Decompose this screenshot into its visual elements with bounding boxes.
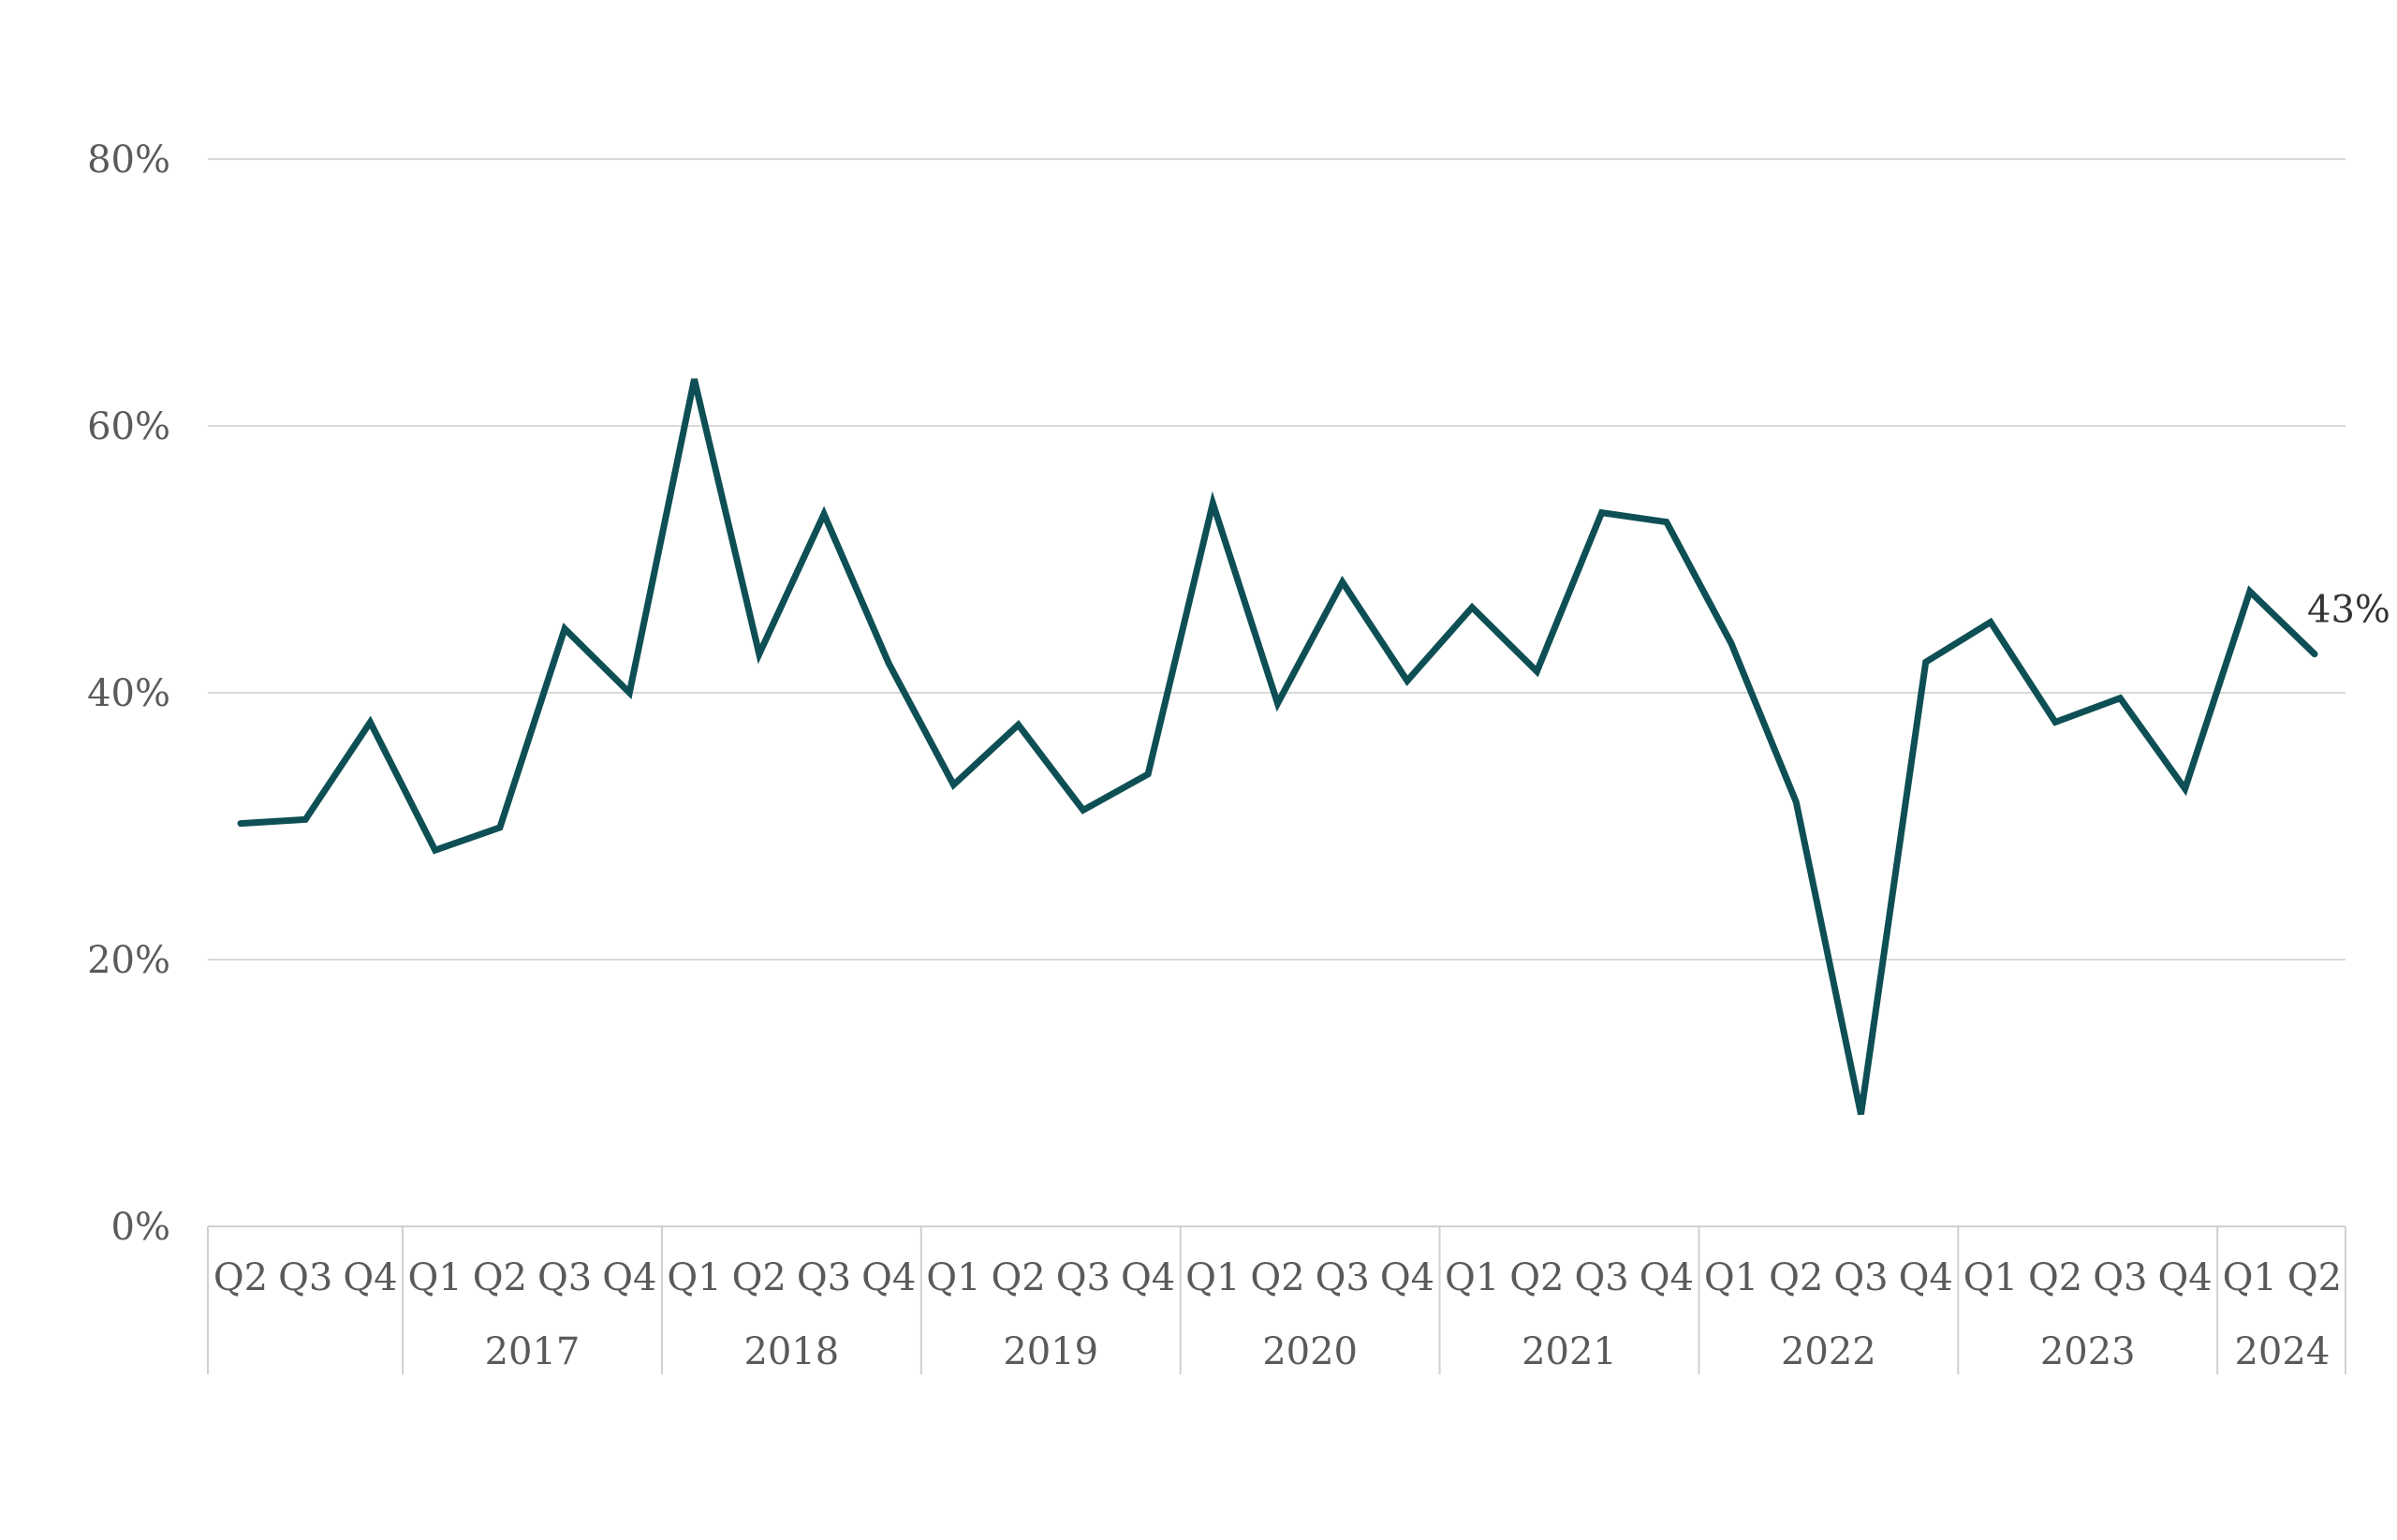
x-tick-label-year: 2022 xyxy=(1781,1330,1876,1373)
y-tick-label: 20% xyxy=(87,939,170,982)
x-tick-label-year: 2021 xyxy=(1522,1330,1617,1373)
x-tick-label-quarter: Q2 xyxy=(1250,1256,1304,1299)
x-tick-label-quarter: Q4 xyxy=(1121,1256,1175,1299)
x-tick-label-year: 2017 xyxy=(485,1330,581,1373)
data-point xyxy=(2117,696,2123,701)
data-point xyxy=(562,626,567,632)
data-point xyxy=(367,719,373,725)
data-point xyxy=(1793,799,1799,805)
x-tick-label-quarter: Q3 xyxy=(537,1256,592,1299)
y-axis-tick-labels: 0% 20% 40% 60% 80% xyxy=(87,139,170,1249)
y-tick-label: 40% xyxy=(87,672,170,715)
x-tick-label-quarter: Q2 xyxy=(473,1256,527,1299)
x-tick-label-quarter: Q1 xyxy=(1963,1256,2018,1299)
x-tick-label-year: 2024 xyxy=(2234,1330,2330,1373)
x-tick-label-quarter: Q2 xyxy=(2287,1256,2342,1299)
data-point xyxy=(1988,619,1993,624)
data-point xyxy=(2052,719,2058,725)
data-point xyxy=(2247,589,2253,594)
data-point xyxy=(1210,501,1215,506)
x-tick-label-quarter: Q4 xyxy=(861,1256,916,1299)
data-point xyxy=(1469,605,1475,610)
data-point xyxy=(1340,579,1346,585)
x-tick-label-quarter: Q3 xyxy=(1833,1256,1888,1299)
x-tick-label-year: 2018 xyxy=(743,1330,839,1373)
data-point xyxy=(1664,520,1669,525)
data-point xyxy=(626,690,632,696)
data-point xyxy=(2183,786,2188,792)
x-tick-label-quarter: Q2 xyxy=(992,1256,1046,1299)
x-tick-label-quarter: Q1 xyxy=(408,1256,463,1299)
x-tick-label-quarter: Q2 xyxy=(2028,1256,2082,1299)
x-tick-label-quarter: Q4 xyxy=(1380,1256,1434,1299)
x-tick-label-quarter: Q2 xyxy=(1769,1256,1823,1299)
data-point xyxy=(1534,668,1539,674)
x-axis: Q2 Q3 Q4 Q1 Q2 Q3 Q4 Q1 Q2 Q3 Q4 Q1 Q2 Q3 Q4 Q1 Q2 Q3 Q4 Q1… xyxy=(207,1225,2346,1374)
data-point xyxy=(1016,722,1022,727)
data-point xyxy=(821,511,827,517)
data-point xyxy=(1728,640,1734,646)
x-tick-label-quarter: Q3 xyxy=(278,1256,332,1299)
series-line xyxy=(237,376,2318,1117)
x-tick-label-quarter: Q3 xyxy=(1316,1256,1370,1299)
y-tick-label: 80% xyxy=(87,139,170,182)
x-tick-label-quarter: Q3 xyxy=(2093,1256,2147,1299)
y-tick-label: 60% xyxy=(87,405,170,448)
x-tick-label-quarter: Q2 xyxy=(732,1256,787,1299)
x-tick-label-quarter: Q1 xyxy=(1185,1256,1240,1299)
data-point xyxy=(1599,510,1605,516)
x-tick-label-quarter: Q3 xyxy=(1574,1256,1628,1299)
x-tick-label-year: 2019 xyxy=(1003,1330,1098,1373)
data-point xyxy=(497,825,503,830)
x-tick-label-quarter: Q4 xyxy=(343,1256,397,1299)
x-tick-label-year: 2023 xyxy=(2040,1330,2136,1373)
data-point xyxy=(1858,1111,1863,1117)
x-tick-label-quarter: Q4 xyxy=(1640,1256,1694,1299)
data-point xyxy=(950,782,956,787)
x-tick-label-quarter: Q4 xyxy=(1899,1256,1953,1299)
data-point xyxy=(2312,652,2317,657)
x-tick-label-quarter: Q2 xyxy=(1509,1256,1564,1299)
x-tick-label-quarter: Q1 xyxy=(667,1256,721,1299)
x-tick-label-year: 2020 xyxy=(1262,1330,1358,1373)
x-tick-label-quarter: Q4 xyxy=(602,1256,656,1299)
data-label: 43% xyxy=(2307,589,2390,632)
x-tick-label-quarter: Q3 xyxy=(797,1256,851,1299)
x-tick-label-quarter: Q4 xyxy=(2157,1256,2212,1299)
x-tick-label-quarter: Q1 xyxy=(926,1256,980,1299)
data-point xyxy=(1081,807,1086,813)
series-line-path xyxy=(237,378,2318,1116)
y-tick-label: 0% xyxy=(111,1206,170,1249)
x-tick-label-quarter: Q2 xyxy=(213,1256,268,1299)
x-tick-label-quarter: Q3 xyxy=(1056,1256,1110,1299)
x-tick-label-quarter: Q1 xyxy=(1704,1256,1758,1299)
x-tick-label-quarter: Q1 xyxy=(2223,1256,2277,1299)
data-point xyxy=(1275,700,1281,706)
data-point xyxy=(433,847,438,853)
data-point xyxy=(1404,678,1410,683)
data-point xyxy=(1145,771,1151,777)
gridlines xyxy=(208,158,2346,961)
x-tick-label-quarter: Q1 xyxy=(1445,1256,1499,1299)
annotations: 43% xyxy=(2307,589,2390,632)
data-point xyxy=(238,821,243,827)
data-point xyxy=(302,816,308,822)
data-point xyxy=(757,652,762,657)
data-point xyxy=(692,376,698,382)
data-point xyxy=(886,661,891,667)
data-point xyxy=(1923,659,1929,665)
